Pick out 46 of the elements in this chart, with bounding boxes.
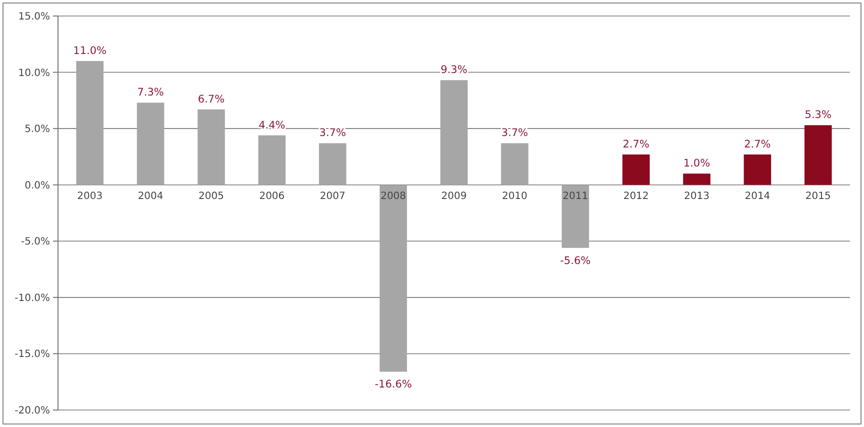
y-tick-label: -15.0% bbox=[14, 349, 50, 360]
x-tick-label: 2011 bbox=[562, 190, 588, 202]
bar bbox=[258, 135, 286, 185]
bar bbox=[380, 184, 407, 372]
data-label: 3.7% bbox=[501, 127, 528, 140]
bar bbox=[562, 184, 590, 248]
bar bbox=[744, 154, 772, 185]
y-tick-label: -10.0% bbox=[14, 292, 50, 304]
data-label: 11.0% bbox=[73, 45, 107, 58]
x-tick-label: 2003 bbox=[77, 190, 103, 202]
y-tick-label: 5.0% bbox=[24, 124, 50, 136]
y-tick-label: 0.0% bbox=[24, 180, 50, 192]
x-tick-label: 2005 bbox=[198, 190, 224, 202]
bar bbox=[318, 143, 346, 185]
x-tick-label: 2004 bbox=[138, 190, 164, 202]
x-tick-label: 2012 bbox=[623, 190, 649, 202]
y-tick-label: 15.0% bbox=[18, 12, 50, 22]
data-label: 2.7% bbox=[744, 138, 771, 150]
x-tick-label: 2006 bbox=[259, 190, 285, 202]
y-tick-label: 10.0% bbox=[18, 68, 50, 79]
x-tick-label: 2008 bbox=[380, 190, 406, 202]
x-tick-label: 2007 bbox=[320, 190, 346, 202]
bar bbox=[76, 61, 104, 185]
data-label: 1.0% bbox=[683, 158, 710, 170]
y-tick-label: -5.0% bbox=[20, 236, 50, 248]
bar bbox=[501, 143, 528, 185]
data-label: 7.3% bbox=[137, 86, 164, 99]
bar bbox=[136, 102, 164, 185]
bar bbox=[683, 174, 710, 185]
data-label: 4.4% bbox=[258, 119, 286, 132]
data-label: 2.7% bbox=[622, 138, 650, 150]
bar bbox=[622, 154, 650, 185]
data-label: 3.7% bbox=[319, 127, 346, 140]
data-label: 6.7% bbox=[198, 93, 225, 106]
x-tick-label: 2009 bbox=[441, 190, 467, 202]
data-label: -5.6% bbox=[560, 254, 591, 267]
x-tick-label: 2015 bbox=[805, 190, 831, 202]
data-label: -16.6% bbox=[374, 378, 412, 391]
bar bbox=[440, 80, 468, 185]
bar bbox=[804, 125, 832, 185]
x-tick-label: 2014 bbox=[744, 190, 770, 202]
x-tick-label: 2010 bbox=[502, 190, 528, 202]
data-label: 5.3% bbox=[804, 109, 832, 122]
bar bbox=[198, 109, 225, 185]
y-tick-label: -20.0% bbox=[14, 406, 50, 416]
x-tick-label: 2013 bbox=[684, 190, 710, 202]
